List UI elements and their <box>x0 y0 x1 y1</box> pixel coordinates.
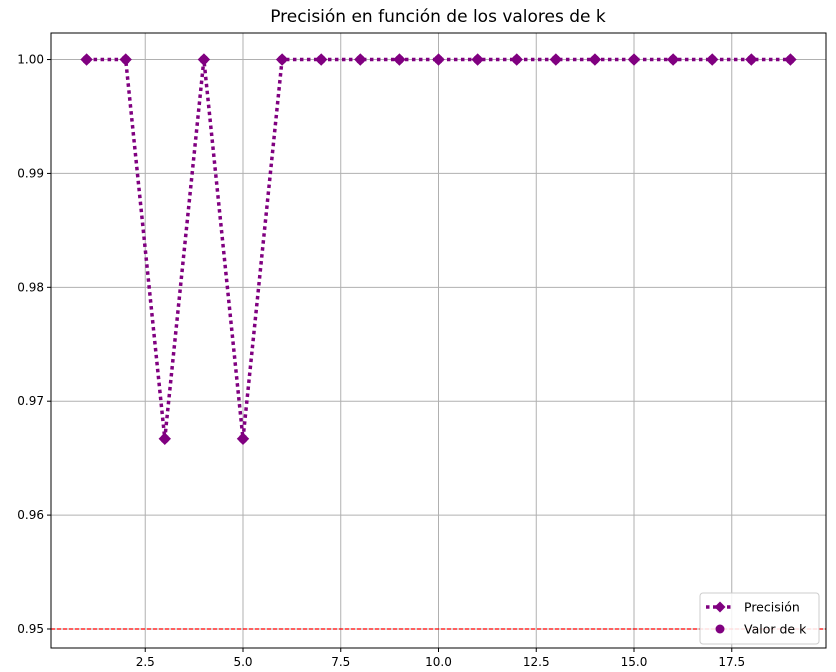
grid-lines <box>51 33 826 648</box>
y-tick-label: 0.97 <box>17 394 44 408</box>
y-tick-label: 0.99 <box>17 166 44 180</box>
point-precision <box>666 53 680 66</box>
point-precision <box>627 53 641 66</box>
legend-label-valor-de-k: Valor de k <box>744 622 807 637</box>
point-precision <box>314 53 328 66</box>
point-precision <box>784 53 797 66</box>
x-axis-ticks: 2.5 5.0 7.5 10.0 12.5 15.0 17.5 <box>136 648 745 669</box>
y-tick-label: 1.00 <box>17 53 44 67</box>
legend-marker-valor-de-k <box>715 624 725 634</box>
y-tick-label: 0.95 <box>17 622 44 636</box>
x-tick-label: 15.0 <box>621 655 648 669</box>
legend-label-precision: Precisión <box>744 600 800 615</box>
point-precision <box>549 53 563 66</box>
point-precision <box>158 432 171 445</box>
y-tick-label: 0.98 <box>17 280 44 294</box>
point-precision <box>588 53 602 66</box>
point-precision <box>393 53 406 66</box>
point-precision <box>471 53 484 66</box>
x-tick-label: 2.5 <box>136 655 155 669</box>
point-precision <box>706 53 719 66</box>
point-precision <box>510 53 523 66</box>
y-axis-ticks: 0.95 0.96 0.97 0.98 0.99 1.00 <box>17 53 51 636</box>
y-tick-label: 0.96 <box>17 508 44 522</box>
x-tick-label: 17.5 <box>718 655 745 669</box>
legend: Precisión Valor de k <box>699 592 820 645</box>
point-precision <box>197 53 211 66</box>
x-tick-label: 12.5 <box>523 655 550 669</box>
legend-marker-precision <box>714 601 726 613</box>
x-tick-label: 5.0 <box>233 655 252 669</box>
chart-title: Precisión en función de los valores de k <box>270 7 606 27</box>
point-precision <box>432 53 445 66</box>
point-precision <box>354 53 367 66</box>
point-precision <box>236 432 250 445</box>
x-tick-label: 7.5 <box>331 655 350 669</box>
point-precision <box>80 53 93 66</box>
point-precision <box>745 53 758 66</box>
series-layer <box>80 53 797 445</box>
point-precision <box>275 53 289 66</box>
x-tick-label: 10.0 <box>425 655 452 669</box>
point-precision <box>119 53 132 66</box>
